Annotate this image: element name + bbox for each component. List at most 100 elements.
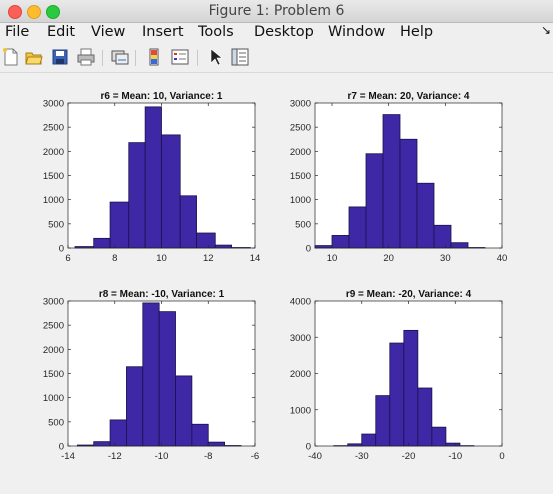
histogram-bar [349, 207, 366, 248]
histogram-bar [446, 443, 460, 446]
y-tick-label: 2000 [290, 369, 311, 380]
axes-title: r8 = Mean: -10, Variance: 1 [99, 289, 225, 300]
y-tick-label: 1500 [43, 369, 64, 380]
print-icon[interactable] [77, 48, 95, 66]
menu-view[interactable]: View [91, 24, 125, 40]
histogram-bar [126, 367, 142, 446]
y-tick-label: 1500 [43, 171, 64, 182]
axes-title: r9 = Mean: -20, Variance: 4 [346, 289, 472, 300]
y-tick-label: 3000 [43, 99, 64, 110]
menu-insert[interactable]: Insert [142, 24, 184, 40]
histogram-bar [366, 154, 383, 248]
histogram-bar [332, 235, 349, 248]
property-inspector-icon[interactable] [231, 48, 249, 66]
insert-legend-icon[interactable] [171, 48, 189, 66]
y-tick-label: 2000 [43, 345, 64, 356]
x-tick-label: 6 [65, 253, 70, 264]
y-tick-label: 0 [306, 244, 311, 255]
histogram-bar [400, 139, 417, 248]
histogram-bar [376, 396, 390, 446]
histogram-bar [192, 424, 208, 446]
toolbar-separator [102, 50, 103, 66]
histogram-bar [215, 245, 231, 248]
histogram-bar [94, 442, 110, 446]
x-tick-label: 10 [156, 253, 167, 264]
menu-desktop[interactable]: Desktop [254, 24, 314, 40]
y-tick-label: 2500 [43, 123, 64, 134]
histogram-bar [451, 243, 468, 248]
y-tick-label: 4000 [290, 297, 311, 308]
window-title: Figure 1: Problem 6 [0, 3, 553, 19]
y-tick-label: 1000 [43, 393, 64, 404]
histogram-axes-3[interactable]: 050010001500200025003000-14-12-10-8-6r8 … [43, 289, 259, 462]
x-tick-label: 12 [203, 253, 214, 264]
x-tick-label: -6 [251, 451, 259, 462]
x-tick-label: 10 [327, 253, 338, 264]
x-tick-label: 20 [383, 253, 394, 264]
histogram-bar [145, 107, 161, 248]
y-tick-label: 500 [48, 219, 64, 230]
x-tick-label: -14 [61, 451, 75, 462]
open-file-icon[interactable] [25, 48, 43, 66]
save-icon[interactable] [51, 48, 69, 66]
histogram-bar [417, 183, 434, 248]
new-figure-icon[interactable] [2, 48, 20, 66]
histogram-bar [110, 202, 129, 248]
x-tick-label: -10 [155, 451, 169, 462]
histogram-bar [159, 312, 175, 446]
x-tick-label: -8 [204, 451, 212, 462]
x-tick-label: 30 [440, 253, 451, 264]
x-tick-label: -30 [355, 451, 369, 462]
histogram-bar [208, 442, 224, 446]
y-tick-label: 2500 [290, 123, 311, 134]
menu-window[interactable]: Window [328, 24, 385, 40]
menu-tools[interactable]: Tools [198, 24, 234, 40]
figure-toolbar [0, 44, 553, 73]
y-tick-label: 2500 [43, 321, 64, 332]
link-plot-icon[interactable] [111, 48, 129, 66]
axes-title: r6 = Mean: 10, Variance: 1 [100, 91, 222, 102]
y-tick-label: 3000 [43, 297, 64, 308]
menu-overflow-icon[interactable]: ↘ [541, 23, 551, 37]
x-tick-label: 40 [497, 253, 508, 264]
histogram-bar [315, 246, 332, 248]
y-tick-label: 1000 [43, 195, 64, 206]
x-tick-label: 0 [499, 451, 504, 462]
y-tick-label: 2000 [43, 147, 64, 158]
y-tick-label: 1000 [290, 405, 311, 416]
y-tick-label: 2000 [290, 147, 311, 158]
histogram-bar [404, 330, 418, 446]
insert-colorbar-icon[interactable] [145, 48, 163, 66]
menu-file[interactable]: File [5, 24, 29, 40]
histogram-bar [162, 135, 181, 248]
histogram-bar [143, 303, 159, 446]
toolbar-separator [197, 50, 198, 66]
histogram-bar [390, 343, 404, 446]
histogram-bar [432, 427, 446, 446]
menu-edit[interactable]: Edit [47, 24, 75, 40]
menu-bar: File Edit View Insert Tools Desktop Wind… [0, 23, 553, 43]
x-tick-label: -20 [402, 451, 416, 462]
x-tick-label: -10 [448, 451, 462, 462]
toolbar-separator [135, 50, 136, 66]
histogram-bar [176, 376, 192, 446]
menu-help[interactable]: Help [400, 24, 433, 40]
y-tick-label: 0 [59, 244, 64, 255]
histogram-bar [418, 388, 432, 446]
x-tick-label: -12 [108, 451, 122, 462]
x-tick-label: 8 [112, 253, 117, 264]
histogram-bar [434, 225, 451, 248]
x-tick-label: 14 [250, 253, 261, 264]
axes-title: r7 = Mean: 20, Variance: 4 [347, 91, 469, 102]
histogram-bar [110, 420, 126, 446]
histogram-bar [129, 143, 145, 248]
histogram-bar [94, 238, 110, 248]
pointer-icon[interactable] [207, 48, 225, 66]
y-tick-label: 1500 [290, 171, 311, 182]
histogram-axes-1[interactable]: 0 500 1000 1500 2000 2500 3000 6 8 10 12 14 r6 = Mea… [43, 91, 260, 264]
y-tick-label: 500 [295, 219, 311, 230]
